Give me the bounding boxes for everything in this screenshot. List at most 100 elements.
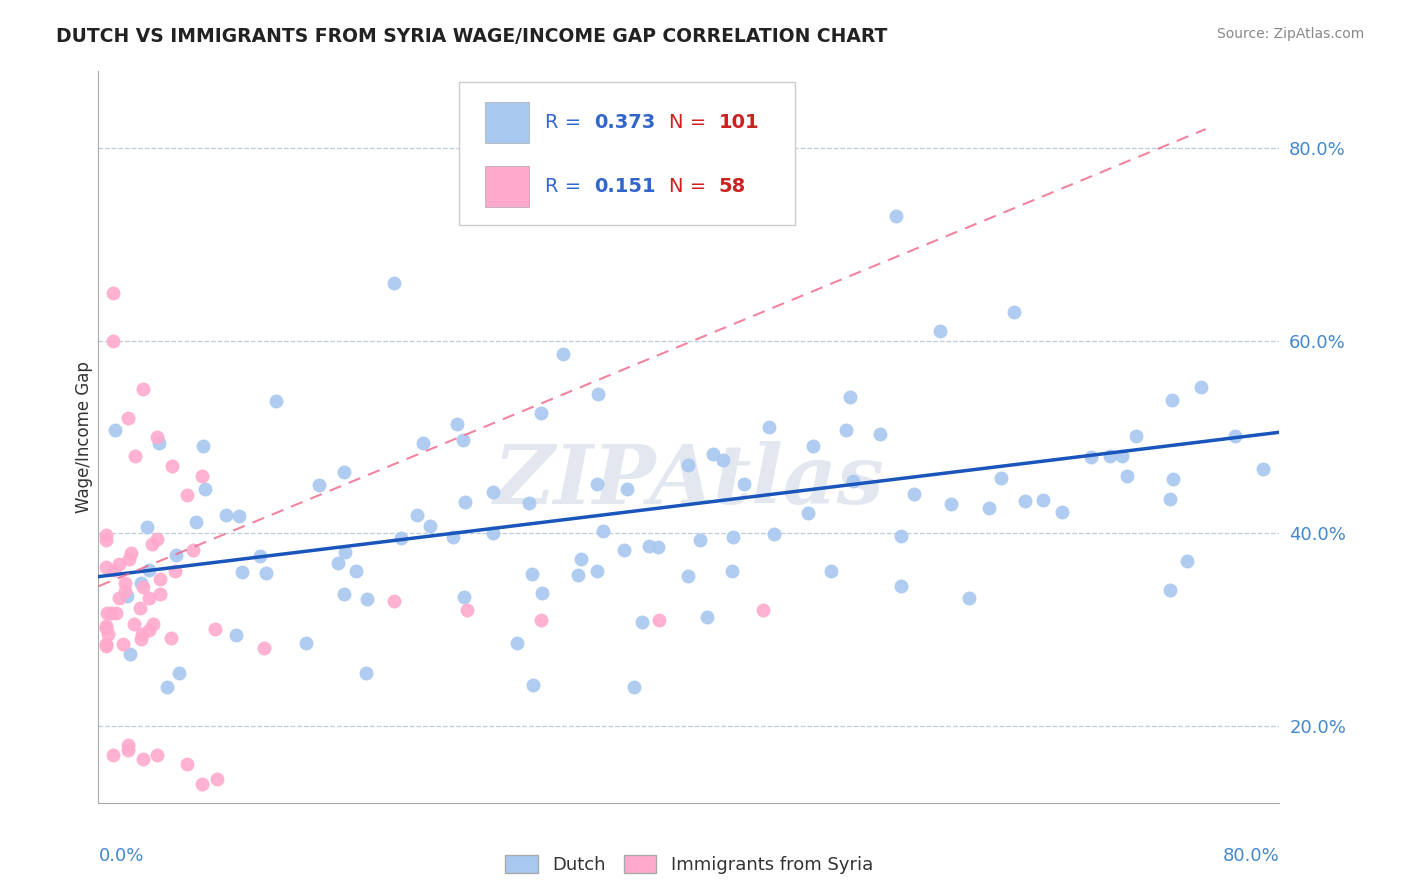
Point (332, 466, 354, 480)
Point (1031, 493, 1053, 508)
Text: 0.373: 0.373 (595, 112, 655, 132)
Point (264, 394, 287, 409)
Text: 101: 101 (718, 112, 759, 132)
Point (1099, 449, 1122, 463)
Point (131, 632, 153, 646)
Point (569, 552, 592, 566)
Point (165, 548, 187, 562)
Point (702, 447, 724, 461)
Point (138, 623, 160, 637)
Point (838, 390, 860, 404)
Point (97, 627, 120, 641)
Point (382, 593, 405, 607)
Point (117, 410, 139, 425)
Point (165, 564, 187, 578)
Point (678, 458, 700, 472)
Point (446, 417, 468, 431)
Point (354, 665, 377, 680)
Point (253, 641, 276, 656)
Point (129, 600, 152, 615)
Point (1125, 429, 1147, 443)
Point (1225, 429, 1247, 443)
Point (530, 613, 553, 627)
Point (762, 526, 785, 541)
Text: N =: N = (669, 112, 706, 132)
Point (122, 616, 145, 631)
Point (114, 576, 136, 591)
Point (114, 583, 136, 598)
Point (132, 382, 155, 396)
Point (204, 623, 226, 637)
Point (115, 589, 138, 603)
Point (249, 549, 271, 564)
Point (406, 508, 429, 522)
FancyBboxPatch shape (485, 103, 530, 143)
Point (167, 665, 190, 680)
Point (801, 438, 824, 452)
Point (454, 495, 477, 509)
Point (111, 636, 134, 650)
Point (1116, 469, 1139, 483)
Point (842, 474, 865, 488)
Point (205, 772, 228, 786)
Point (94, 621, 117, 635)
Point (194, 482, 217, 496)
Point (181, 542, 204, 557)
Point (344, 564, 367, 578)
Point (631, 615, 654, 630)
Text: N =: N = (669, 177, 706, 195)
Point (713, 453, 735, 467)
Point (149, 587, 172, 601)
Point (94, 560, 117, 574)
Point (1002, 305, 1025, 319)
Point (585, 477, 607, 491)
Point (356, 591, 378, 606)
Point (231, 566, 253, 580)
Point (928, 324, 950, 338)
Point (333, 587, 356, 601)
Point (159, 631, 181, 645)
Point (107, 591, 129, 606)
FancyBboxPatch shape (485, 167, 530, 207)
Point (120, 647, 142, 661)
Point (957, 591, 980, 605)
Point (884, 209, 907, 223)
Point (586, 565, 609, 579)
Point (869, 427, 891, 442)
Point (506, 636, 529, 650)
Point (693, 141, 716, 155)
Text: 58: 58 (718, 177, 745, 195)
Point (94, 533, 117, 547)
Point (990, 471, 1012, 485)
Point (835, 424, 858, 438)
Point (191, 776, 214, 790)
Point (551, 346, 574, 360)
Point (616, 482, 638, 496)
Point (482, 484, 505, 499)
Point (721, 530, 744, 544)
Point (104, 423, 127, 437)
Point (482, 526, 505, 541)
Point (138, 564, 160, 578)
Point (149, 572, 172, 586)
Point (613, 543, 636, 558)
Point (105, 606, 128, 620)
Point (156, 681, 179, 695)
Point (215, 508, 238, 522)
Text: R =: R = (546, 112, 588, 132)
Point (721, 564, 744, 578)
Point (382, 276, 405, 290)
Point (903, 487, 925, 501)
Text: 0.0%: 0.0% (98, 847, 143, 864)
Point (648, 613, 671, 627)
Point (1251, 462, 1274, 476)
Point (977, 501, 1000, 516)
Point (138, 591, 160, 605)
Point (520, 567, 543, 582)
Point (117, 743, 139, 757)
Point (457, 603, 479, 617)
Point (191, 468, 214, 483)
Point (441, 530, 464, 544)
Text: R =: R = (546, 177, 588, 195)
Point (146, 747, 169, 762)
